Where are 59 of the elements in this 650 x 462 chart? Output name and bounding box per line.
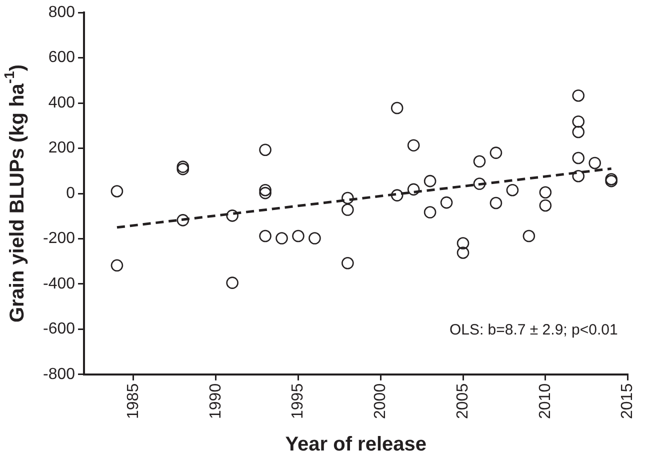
point <box>342 204 354 216</box>
point <box>259 144 272 156</box>
point <box>572 126 585 138</box>
point <box>572 89 585 102</box>
point <box>390 189 404 202</box>
point <box>588 156 601 170</box>
point <box>473 155 486 168</box>
point <box>572 170 585 182</box>
point <box>539 186 552 199</box>
point <box>440 196 453 209</box>
point <box>456 246 470 259</box>
x-tick-label: 2015 <box>619 383 636 419</box>
point <box>110 259 124 272</box>
point <box>259 186 272 200</box>
x-tick-label: 2000 <box>372 383 390 419</box>
point <box>176 160 190 173</box>
point <box>490 196 502 210</box>
point <box>259 230 272 242</box>
point <box>276 232 288 244</box>
point <box>308 232 321 244</box>
point <box>506 184 519 196</box>
point <box>424 174 436 188</box>
y-axis-title: Grain yield BLUPs (kg ha-1) <box>0 64 29 323</box>
point <box>490 146 502 159</box>
point <box>390 102 404 114</box>
y-tick-label: 200 <box>48 140 76 157</box>
point <box>342 192 354 204</box>
x-tick-label: 2005 <box>454 383 472 419</box>
point <box>522 230 536 242</box>
point <box>226 210 238 222</box>
point <box>424 206 436 218</box>
point <box>539 199 552 212</box>
x-tick-label: 1995 <box>290 383 307 419</box>
point <box>473 178 486 190</box>
x-tick-label: 2010 <box>536 383 554 419</box>
y-tick-label: 400 <box>48 94 76 112</box>
point <box>176 214 190 226</box>
point <box>110 185 124 198</box>
point <box>226 276 238 289</box>
point <box>342 257 354 270</box>
point <box>572 115 585 128</box>
point <box>407 183 420 196</box>
point <box>176 162 190 176</box>
y-tick-label: -800 <box>42 366 76 383</box>
x-tick-label: 1990 <box>207 383 224 419</box>
x-tick-label: 1985 <box>124 383 142 419</box>
y-tick-label: -600 <box>42 320 76 338</box>
y-tick-label: -400 <box>42 275 76 292</box>
point <box>456 237 470 250</box>
y-tick-label: 0 <box>66 184 76 202</box>
point <box>292 230 304 242</box>
point <box>572 152 585 164</box>
annotation: OLS: b=8.7 ± 2.9; p<0.01 <box>449 321 618 338</box>
y-tick-label: 600 <box>48 49 76 66</box>
point <box>407 139 420 152</box>
y-tick-label: 800 <box>48 4 76 22</box>
point <box>259 184 272 196</box>
y-tick-label: -200 <box>42 230 76 248</box>
x-axis-title: Year of release <box>285 434 427 456</box>
